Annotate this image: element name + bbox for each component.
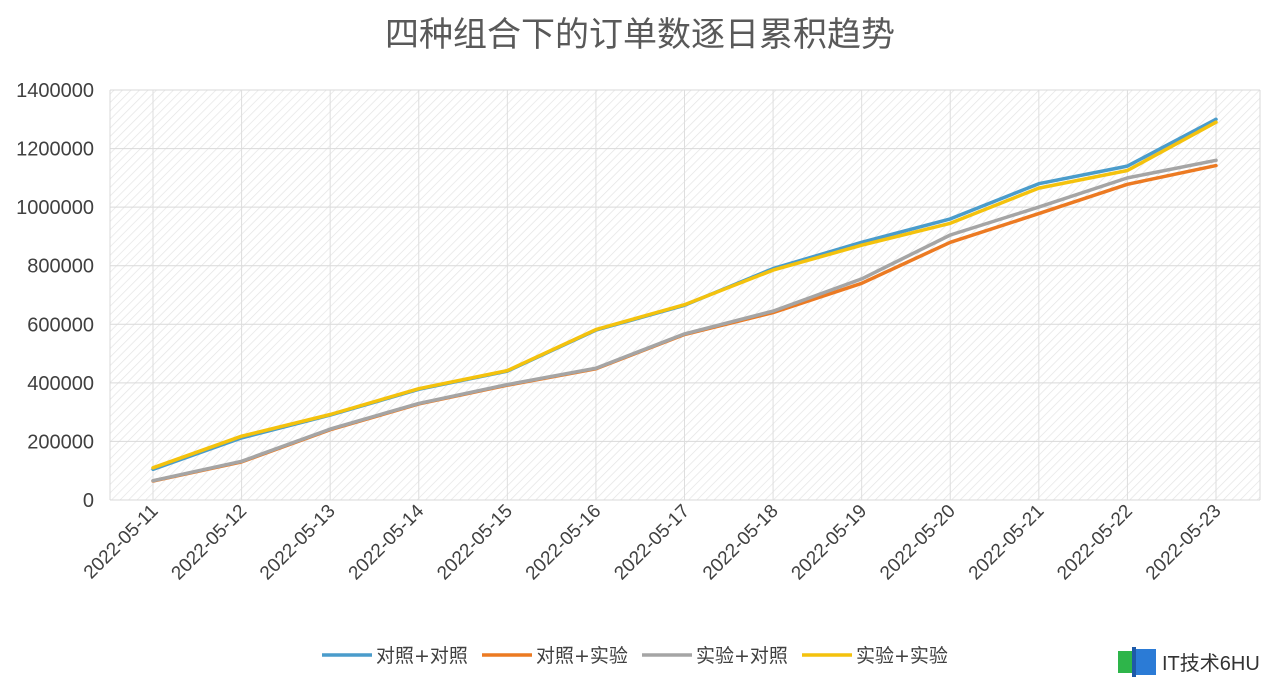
x-tick-label: 2022-05-23 [1142, 501, 1226, 585]
x-tick-label: 2022-05-16 [522, 501, 606, 585]
x-tick-label: 2022-05-21 [965, 501, 1049, 585]
watermark-text: IT技术6HU [1162, 652, 1260, 675]
legend-label: 对照+对照 [376, 645, 468, 667]
y-tick-label: 1000000 [16, 197, 94, 219]
y-axis: 0 200000 400000 600000 800000 1000000 1200000 1… [16, 80, 94, 512]
y-tick-label: 400000 [27, 373, 94, 395]
x-tick-label: 2022-05-11 [80, 501, 163, 584]
x-tick-label: 2022-05-13 [256, 501, 340, 585]
y-tick-label: 800000 [27, 256, 94, 278]
watermark: IT技术6HU [1118, 647, 1260, 677]
y-tick-label: 1400000 [16, 80, 94, 102]
book-logo-icon [1118, 647, 1156, 677]
x-tick-label: 2022-05-20 [876, 501, 960, 585]
y-tick-label: 600000 [27, 314, 94, 336]
y-tick-label: 0 [83, 490, 94, 512]
legend-label: 对照+实验 [536, 645, 628, 667]
legend: 对照+对照 对照+实验 实验+对照 实验+实验 [322, 645, 948, 667]
series-line-3 [151, 158, 1218, 483]
series-lines [151, 117, 1218, 483]
gridlines [109, 89, 1261, 501]
chart-title: 四种组合下的订单数逐日累积趋势 [385, 15, 895, 55]
x-tick-label: 2022-05-14 [345, 500, 429, 584]
x-axis: 2022-05-11 2022-05-12 2022-05-13 2022-05-14… [80, 500, 1226, 584]
x-tick-label: 2022-05-18 [699, 501, 783, 585]
legend-label: 实验+实验 [856, 645, 948, 667]
x-tick-label: 2022-05-22 [1053, 501, 1137, 585]
y-tick-label: 1200000 [16, 139, 94, 161]
y-tick-label: 200000 [27, 431, 94, 453]
series-line-4 [151, 120, 1218, 470]
x-tick-label: 2022-05-12 [168, 501, 252, 585]
x-tick-label: 2022-05-15 [433, 501, 517, 585]
x-tick-label: 2022-05-19 [788, 501, 872, 585]
legend-label: 实验+对照 [696, 645, 788, 667]
x-tick-label: 2022-05-17 [610, 501, 694, 585]
